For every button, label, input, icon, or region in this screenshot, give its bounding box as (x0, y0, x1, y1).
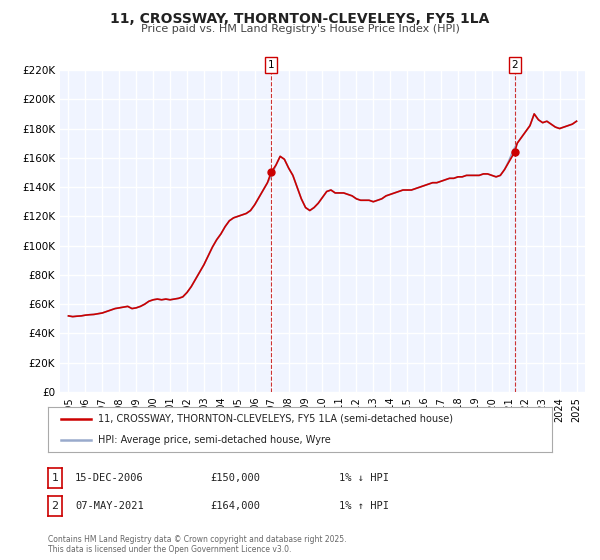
Text: 2: 2 (52, 501, 58, 511)
Text: 11, CROSSWAY, THORNTON-CLEVELEYS, FY5 1LA (semi-detached house): 11, CROSSWAY, THORNTON-CLEVELEYS, FY5 1L… (98, 414, 454, 424)
Text: Contains HM Land Registry data © Crown copyright and database right 2025.
This d: Contains HM Land Registry data © Crown c… (48, 535, 347, 554)
Text: 1% ↓ HPI: 1% ↓ HPI (339, 473, 389, 483)
Text: 11, CROSSWAY, THORNTON-CLEVELEYS, FY5 1LA: 11, CROSSWAY, THORNTON-CLEVELEYS, FY5 1L… (110, 12, 490, 26)
Text: 1: 1 (268, 60, 274, 70)
Text: 1% ↑ HPI: 1% ↑ HPI (339, 501, 389, 511)
Text: HPI: Average price, semi-detached house, Wyre: HPI: Average price, semi-detached house,… (98, 435, 331, 445)
Text: £164,000: £164,000 (210, 501, 260, 511)
Text: 15-DEC-2006: 15-DEC-2006 (75, 473, 144, 483)
Text: 2: 2 (511, 60, 518, 70)
Text: 1: 1 (52, 473, 58, 483)
Text: Price paid vs. HM Land Registry's House Price Index (HPI): Price paid vs. HM Land Registry's House … (140, 24, 460, 34)
Text: 07-MAY-2021: 07-MAY-2021 (75, 501, 144, 511)
Text: £150,000: £150,000 (210, 473, 260, 483)
